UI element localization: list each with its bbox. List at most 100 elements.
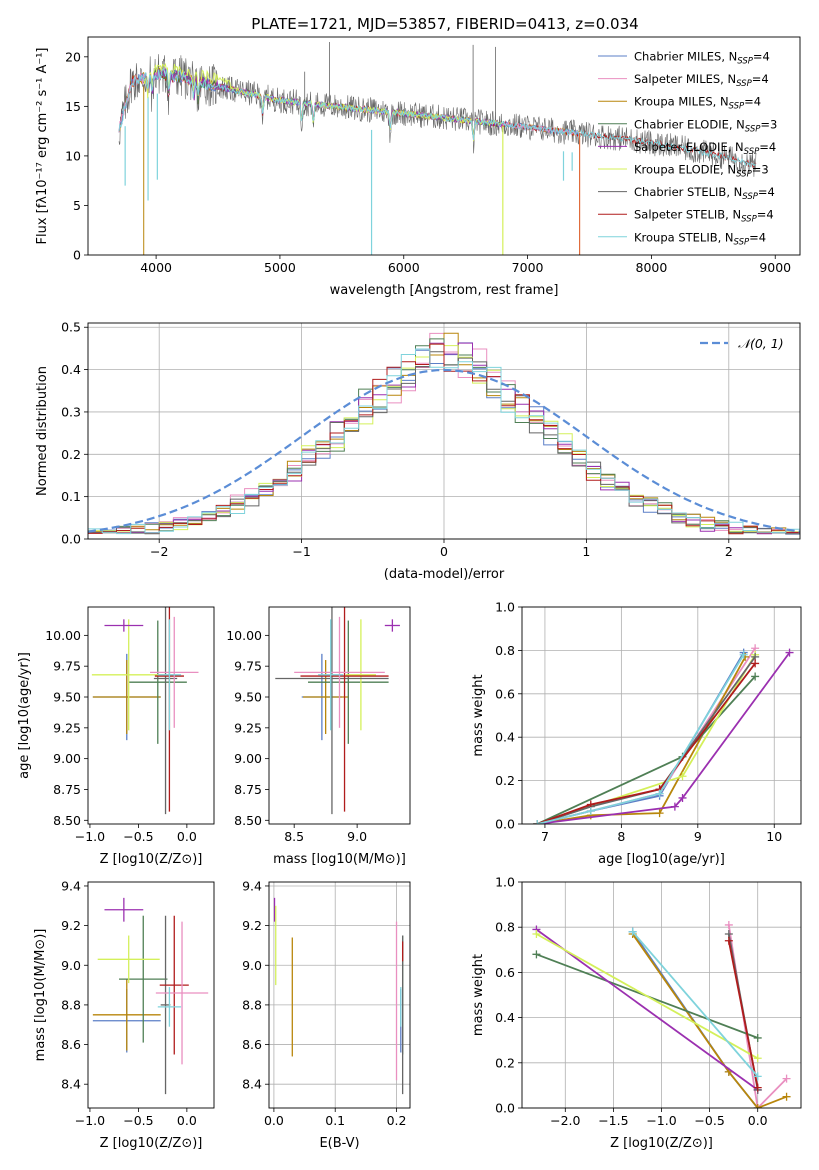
mass_vs_ebv-y-tick-label: 9.0 bbox=[242, 958, 262, 973]
mass-weight-marker bbox=[532, 929, 541, 938]
mass_vs_ebv-y-tick-label: 8.4 bbox=[242, 1077, 262, 1092]
mass-weight-marker bbox=[753, 1054, 762, 1063]
spectrum-x-tick-label: 4000 bbox=[140, 260, 172, 275]
mass_vs_ebv-x-tick-label: 0.0 bbox=[264, 1113, 284, 1128]
age_vs_Z-y-tick-label: 8.75 bbox=[53, 782, 81, 797]
age_vs_Z-panel: −1.0 −0.5 0.0 8.50 8.75 9.00 9.25 9.50 9.75 10.00… bbox=[17, 606, 215, 867]
age_vs_mass-y-tick-label: 9.25 bbox=[234, 720, 262, 735]
mass_vs_Z-y-tick-label: 8.6 bbox=[61, 1037, 81, 1052]
mass_vs_ebv-x-tick-label: 0.2 bbox=[387, 1113, 407, 1128]
weight_vs_age-y-tick-label: 0.4 bbox=[495, 730, 515, 745]
age_vs_Z-y-tick-label: 10.00 bbox=[45, 628, 81, 643]
mass-weight-marker bbox=[628, 927, 637, 936]
residuals-y-tick-label: 0.2 bbox=[61, 447, 81, 462]
weight_vs_Z-y-tick-label: 0.0 bbox=[495, 1101, 515, 1116]
mass_vs_ebv-plot-area bbox=[273, 897, 404, 1095]
mass-weight-marker bbox=[753, 1104, 762, 1108]
legend-label: Salpeter ELODIE, NSSP=4 bbox=[634, 140, 776, 157]
weight_vs_Z-frame bbox=[521, 881, 802, 1109]
residuals-y-tick-label: 0.3 bbox=[61, 404, 81, 419]
weight_vs_Z-x-tick-label: −2.0 bbox=[550, 1113, 580, 1128]
weight_vs_age-x-tick-label: 7 bbox=[541, 829, 549, 844]
mass-weight-marker bbox=[586, 806, 595, 815]
spectrum-y-tick-label: 20 bbox=[65, 49, 81, 64]
mass_vs_Z-x-tick-label: −0.5 bbox=[123, 1113, 153, 1128]
weight_vs_Z-y-tick-label: 0.4 bbox=[495, 1010, 515, 1025]
weight_vs_age-frame bbox=[521, 606, 802, 825]
mass-weight-marker bbox=[782, 1074, 791, 1083]
age_vs_mass-y-tick-label: 9.75 bbox=[234, 659, 262, 674]
mass-weight-line-chabrier-miles bbox=[631, 931, 759, 1108]
mass_vs_Z-y-tick-label: 9.0 bbox=[61, 958, 81, 973]
residuals-y-tick-label: 0.1 bbox=[61, 489, 81, 504]
figure-title: PLATE=1721, MJD=53857, FIBERID=0413, z=0… bbox=[251, 15, 638, 33]
mass-weight-marker bbox=[751, 672, 760, 681]
age_vs_Z-frame bbox=[87, 606, 215, 825]
age_vs_mass-frame bbox=[268, 606, 411, 825]
age_vs_Z-y-tick-label: 9.25 bbox=[53, 720, 81, 735]
spectrum-frame bbox=[87, 36, 801, 256]
residuals-x-tick-label: −2 bbox=[150, 544, 168, 559]
mass-weight-line-chabrier-stelib bbox=[537, 656, 756, 824]
age_vs_Z-y-tick-label: 8.50 bbox=[53, 813, 81, 828]
mass_vs_ebv-y-tick-label: 8.8 bbox=[242, 997, 262, 1012]
age_vs_mass-plot-area bbox=[275, 607, 400, 815]
weight_vs_Z-x-tick-label: −1.5 bbox=[598, 1113, 628, 1128]
mass_vs_Z-x-axis-label: Z [log10(Z/Z⊙)] bbox=[100, 1136, 203, 1151]
model-spectrum-kroupa-stelib bbox=[118, 68, 757, 168]
residual-histogram-kroupa-stelib bbox=[88, 348, 800, 535]
legend-label: Chabrier STELIB, NSSP=4 bbox=[634, 185, 775, 202]
spectrum-y-tick-label: 15 bbox=[65, 99, 81, 114]
mass_vs_ebv-x-tick-label: 0.1 bbox=[325, 1113, 345, 1128]
model-spectrum-kroupa-elodie bbox=[143, 62, 503, 142]
plot-layer: 4000 5000 6000 7000 8000 900005101520waveleng… bbox=[17, 36, 802, 1151]
age_vs_Z-x-tick-label: −0.5 bbox=[123, 829, 153, 844]
mass-weight-line-salpeter-elodie bbox=[537, 652, 791, 824]
normal-reference-curve bbox=[88, 368, 800, 533]
weight_vs_age-y-axis-label: mass weight bbox=[471, 674, 486, 756]
mass-weight-line-salpeter-stelib bbox=[727, 940, 759, 1088]
mass-weight-marker bbox=[724, 929, 733, 938]
mass_vs_Z-plot-area bbox=[92, 897, 209, 1095]
weight_vs_age-plot-area bbox=[533, 644, 794, 824]
weight_vs_age-y-tick-label: 0.0 bbox=[495, 817, 515, 832]
age_vs_mass-y-tick-label: 9.00 bbox=[234, 751, 262, 766]
weight_vs_age-y-tick-label: 0.8 bbox=[495, 643, 515, 658]
spectrum-y-tick-label: 0 bbox=[73, 248, 81, 263]
age_vs_Z-x-tick-label: 0.0 bbox=[177, 829, 197, 844]
age_vs_mass-y-tick-label: 8.75 bbox=[234, 782, 262, 797]
mass_vs_Z-y-tick-label: 8.4 bbox=[61, 1077, 81, 1092]
mass-weight-marker bbox=[678, 772, 687, 781]
age_vs_Z-y-tick-label: 9.50 bbox=[53, 690, 81, 705]
spectrum-y-tick-label: 10 bbox=[65, 148, 81, 163]
mass_vs_Z-x-tick-label: 0.0 bbox=[177, 1113, 197, 1128]
residuals-y-tick-label: 0.5 bbox=[61, 320, 81, 335]
age_vs_Z-y-tick-label: 9.75 bbox=[53, 659, 81, 674]
age_vs_Z-y-tick-label: 9.00 bbox=[53, 751, 81, 766]
weight_vs_Z-x-tick-label: −0.5 bbox=[694, 1113, 724, 1128]
spectrum-panel: 4000 5000 6000 7000 8000 9000 0 5 10 15 20 waveleng… bbox=[35, 36, 801, 298]
weight_vs_Z-y-tick-label: 0.2 bbox=[495, 1055, 515, 1070]
residuals-y-tick-label: 0.0 bbox=[61, 532, 81, 547]
mass-weight-line-kroupa-stelib bbox=[631, 931, 759, 1077]
mass_vs_Z-panel: −1.0 −0.5 0.0 8.4 8.6 8.8 9.0 9.2 9.4 Z [log10(Z/… bbox=[33, 878, 215, 1151]
weight_vs_age-x-tick-label: 8 bbox=[617, 829, 625, 844]
mass_vs_ebv-y-tick-label: 8.6 bbox=[242, 1037, 262, 1052]
age_vs_mass-y-tick-label: 10.00 bbox=[226, 628, 262, 643]
weight_vs_Z-x-tick-label: 0.0 bbox=[748, 1113, 768, 1128]
mass_vs_ebv-frame bbox=[268, 881, 411, 1109]
weight_vs_Z-x-axis-label: Z [log10(Z/Z⊙)] bbox=[610, 1136, 713, 1151]
residuals-panel: −2 −1 0 1 2 0.0 0.1 0.2 0.3 0.4 0.5 (data-model)/er… bbox=[35, 320, 801, 582]
mass_vs_Z-y-tick-label: 9.2 bbox=[61, 918, 81, 933]
mass-weight-marker bbox=[532, 950, 541, 959]
spectrum-y-axis-label: Flux [fλ10⁻¹⁷ erg cm⁻² s⁻¹ A⁻¹] bbox=[35, 48, 50, 245]
mass_vs_Z-frame bbox=[87, 881, 215, 1109]
age_vs_mass-panel: 8.5 9.0 8.50 8.75 9.00 9.25 9.50 9.75 10.00 mass … bbox=[226, 606, 411, 867]
weight_vs_Z-panel: −2.0 −1.5 −1.0 −0.5 0.0 0.0 0.2 0.4 0.6 0.8 1.0 Z [… bbox=[471, 875, 802, 1151]
residuals-x-tick-label: 2 bbox=[725, 544, 733, 559]
weight_vs_Z-y-tick-label: 1.0 bbox=[495, 875, 515, 890]
age_vs_mass-x-tick-label: 9.0 bbox=[347, 829, 367, 844]
age_vs_mass-y-tick-label: 8.50 bbox=[234, 813, 262, 828]
residuals-plot-area bbox=[88, 332, 800, 535]
weight_vs_age-x-tick-label: 10 bbox=[766, 829, 782, 844]
